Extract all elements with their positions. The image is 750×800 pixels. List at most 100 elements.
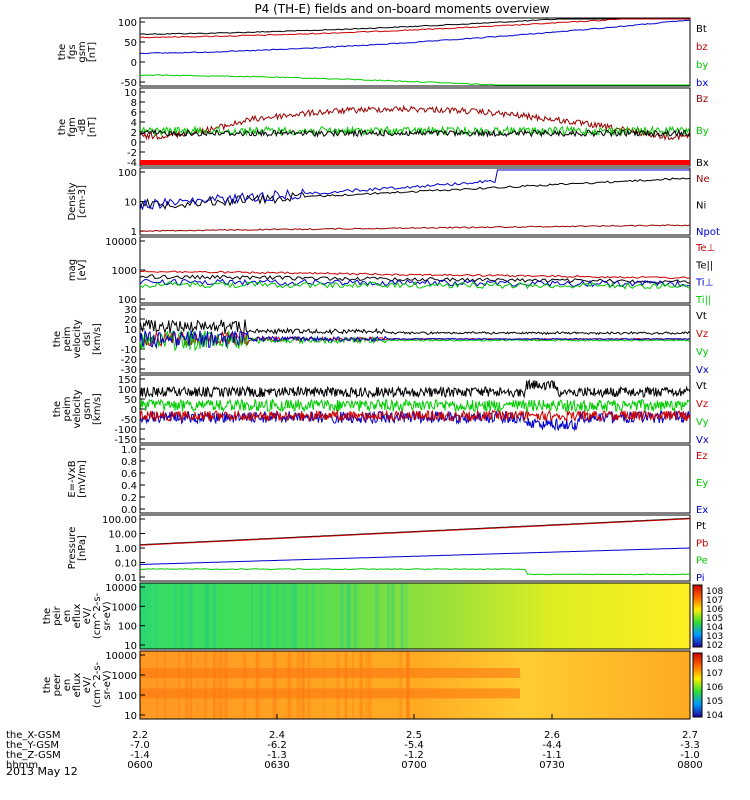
y-tick-label: 10 — [124, 711, 137, 722]
spectrogram-band — [344, 651, 348, 719]
spectrogram-band — [226, 651, 228, 719]
colorbar-tick-label: 104 — [706, 711, 723, 721]
panel-frame — [139, 87, 691, 167]
legend-Te⊥: Te⊥ — [695, 243, 715, 254]
y-tick-label: 1000 — [112, 671, 137, 682]
series-line-Ni — [139, 177, 691, 210]
y-tick-label: -50 — [121, 78, 137, 89]
y-tick-label: 10000 — [105, 583, 137, 594]
y-axis-label: peer — [52, 673, 63, 697]
spectrogram-band — [339, 583, 344, 649]
y-axis-label: peim — [62, 396, 73, 421]
spectrogram-band — [344, 651, 347, 719]
series-line-Bx — [139, 128, 691, 138]
orbit-value: 0700 — [401, 760, 426, 771]
y-tick-label: 10 — [124, 641, 137, 652]
spectrogram-band — [307, 651, 311, 719]
y-tick-label: 1.00 — [115, 544, 137, 555]
spectrogram-band — [352, 651, 354, 719]
series-line-By — [139, 124, 691, 137]
spectrogram-band — [179, 583, 184, 649]
colorbar — [692, 652, 703, 718]
y-axis-label: [nT] — [87, 42, 98, 62]
y-axis-label: the — [52, 401, 63, 417]
y-tick-label: 100 — [118, 168, 137, 179]
colorbar-tick-label: 107 — [706, 596, 723, 606]
y-tick-label: 10000 — [105, 651, 137, 662]
y-axis-label: eflux — [72, 673, 83, 698]
series-line-Pi — [139, 547, 691, 565]
y-tick-label: 4 — [131, 118, 137, 129]
y-tick-label: 0 — [131, 335, 137, 346]
legend-Ez: Ez — [696, 451, 708, 462]
legend-Ni: Ni — [696, 201, 706, 212]
spectrogram-band — [311, 583, 315, 649]
y-tick-label: 1 — [131, 227, 137, 238]
legend-Vz: Vz — [696, 399, 708, 410]
y-tick-label: 0.10 — [115, 559, 137, 570]
flag-bar — [140, 160, 690, 165]
legend-bz: bz — [696, 42, 708, 53]
y-tick-label: 20 — [124, 315, 137, 326]
spectrogram-band — [305, 583, 308, 649]
y-tick-label: 0 — [131, 138, 137, 149]
y-tick-label: -2 — [127, 148, 137, 159]
spectrogram-band — [272, 651, 277, 719]
spectrogram-band — [347, 583, 352, 649]
y-axis-label: dsl — [82, 332, 93, 346]
colorbar-tick-label: 105 — [706, 614, 723, 624]
spectrogram-band — [375, 583, 380, 649]
spectrogram-band — [256, 651, 260, 719]
series-line-Te⊥ — [139, 270, 691, 279]
spectrogram-band — [140, 688, 520, 699]
y-tick-label: 0 — [131, 405, 137, 416]
spectrogram-band — [285, 583, 288, 649]
panel-efield: 1.00.80.60.40.20.0 E=-VxB [mV/m] Ez Ey Ex — [67, 444, 708, 516]
legend-Vz: Vz — [696, 329, 708, 340]
series-line-Bt — [139, 18, 690, 36]
spectrogram-band — [266, 583, 270, 649]
series-line-Vt — [139, 378, 691, 399]
date-label: 2013 May 12 — [6, 765, 78, 778]
colorbar-tick-label: 107 — [706, 669, 723, 679]
spectrogram-band — [206, 583, 210, 649]
series-line-Te|| — [139, 274, 691, 284]
y-axis-label: [km/s] — [92, 323, 103, 355]
y-axis-label: peim — [62, 326, 73, 351]
spectrogram-band — [407, 651, 409, 719]
orbit-value: 2.4 — [269, 730, 285, 741]
orbit-row-label: the_X-GSM — [6, 730, 60, 741]
y-axis-label: mag — [67, 259, 78, 281]
legend-Bz: Bz — [696, 94, 708, 105]
panel-frame — [139, 514, 691, 582]
y-axis-label: velocity — [72, 389, 83, 428]
y-tick-label: -20 — [121, 355, 137, 366]
colorbar-tick-label: 103 — [706, 632, 723, 642]
y-tick-label: 1.0 — [121, 445, 137, 456]
colorbar-tick-label: 108 — [706, 587, 723, 597]
orbit-value: 2.5 — [406, 730, 422, 741]
y-axis-label: velocity — [72, 319, 83, 358]
panel-frame — [139, 236, 691, 304]
series-line-Vt — [139, 318, 691, 336]
y-tick-label: 0.0 — [121, 505, 137, 516]
y-tick-label: 10000 — [105, 237, 137, 248]
orbit-value: -4.4 — [542, 740, 562, 751]
y-axis-label: the — [42, 677, 53, 693]
y-tick-label: 10.00 — [108, 530, 137, 541]
spectrogram-band — [405, 583, 408, 649]
orbit-row-label: hhmm — [6, 760, 38, 771]
colorbar-tick-label: 105 — [706, 697, 723, 707]
spectrogram-peer — [140, 651, 690, 719]
orbit-value: -7.0 — [130, 740, 150, 751]
legend-Bx: Bx — [696, 158, 709, 169]
y-axis-label: -dB — [77, 118, 88, 135]
spectrogram-band — [213, 583, 216, 649]
series-line-Npot — [139, 169, 690, 211]
spectrogram-band — [185, 651, 188, 719]
spectrogram-band — [144, 583, 147, 649]
legend-Pt: Pt — [696, 521, 706, 532]
spectrogram-band — [400, 583, 405, 649]
y-axis-label: eV/ — [82, 676, 93, 693]
